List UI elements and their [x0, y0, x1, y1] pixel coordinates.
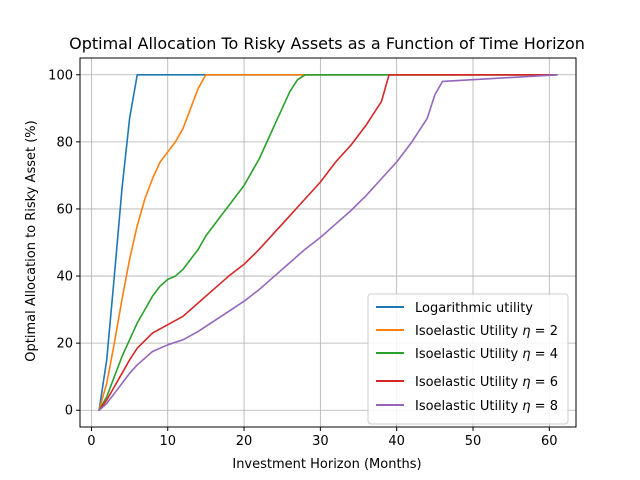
y-tick-label: 40 [56, 270, 73, 285]
series-eta-6 [98, 73, 558, 412]
series-logarithmic [98, 73, 558, 412]
series-eta-2 [98, 73, 558, 412]
y-tick-label: 80 [56, 135, 73, 150]
legend-label-eta-2: Isoelastic Utility η = 2 [415, 324, 558, 339]
legend-label-eta-6: Isoelastic Utility η = 6 [415, 375, 558, 390]
legend-box [367, 293, 569, 425]
x-tick-label: 40 [388, 434, 405, 449]
y-axis: 0 20 40 60 80 100 [48, 68, 80, 419]
x-tick-label: 0 [87, 434, 95, 449]
series-eta-4 [98, 73, 558, 412]
legend: Logarithmic utility Isoelastic Utility η… [367, 293, 569, 425]
chart-title: Optimal Allocation To Risky Assets as a … [69, 34, 585, 53]
legend-label-logarithmic: Logarithmic utility [415, 301, 533, 316]
y-axis-label: Optimal Allocation to Risky Asset (%) [24, 120, 39, 361]
x-axis-label: Investment Horizon (Months) [232, 457, 421, 472]
y-tick-label: 100 [48, 68, 73, 83]
y-tick-label: 20 [56, 337, 73, 352]
legend-label-eta-8: Isoelastic Utility η = 8 [415, 399, 558, 414]
x-tick-label: 10 [159, 434, 176, 449]
x-tick-label: 20 [236, 434, 253, 449]
x-tick-label: 50 [465, 434, 482, 449]
legend-label-eta-4: Isoelastic Utility η = 4 [415, 347, 558, 362]
plot-frame [79, 57, 577, 428]
series-eta-8 [98, 73, 558, 412]
y-tick-label: 0 [65, 404, 73, 419]
y-tick-label: 60 [56, 202, 73, 217]
x-tick-label: 30 [312, 434, 329, 449]
series-layer [98, 73, 558, 412]
x-axis: 0 10 20 30 40 50 60 [87, 427, 558, 449]
x-tick-label: 60 [541, 434, 558, 449]
grid [80, 58, 576, 427]
